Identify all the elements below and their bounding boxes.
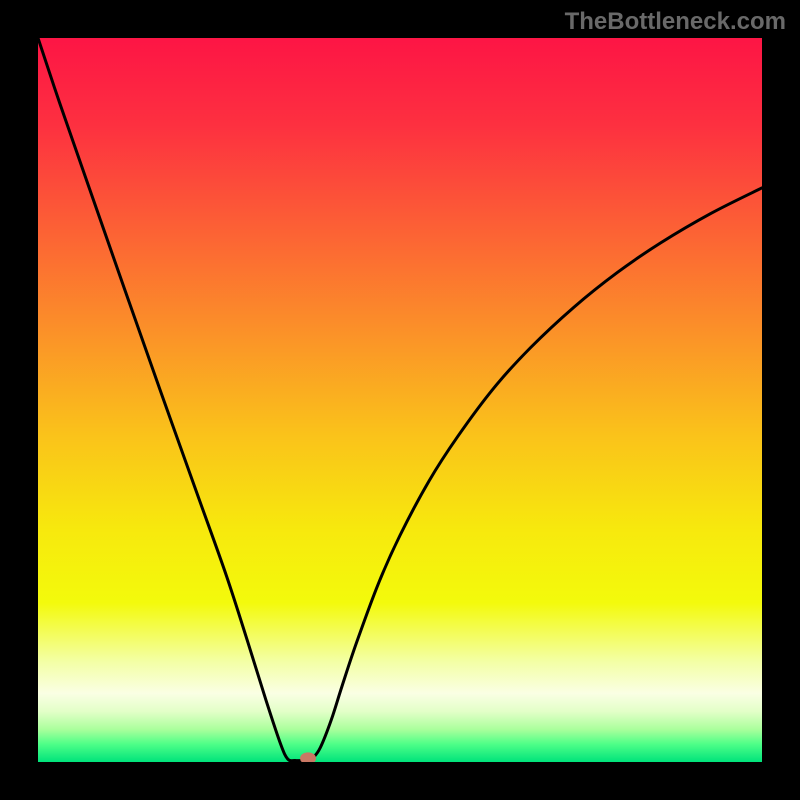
chart-frame: TheBottleneck.com [0, 0, 800, 800]
bottleneck-chart [38, 38, 762, 762]
attribution-text: TheBottleneck.com [565, 8, 786, 36]
plot-area [38, 38, 762, 762]
gradient-background [38, 38, 762, 762]
